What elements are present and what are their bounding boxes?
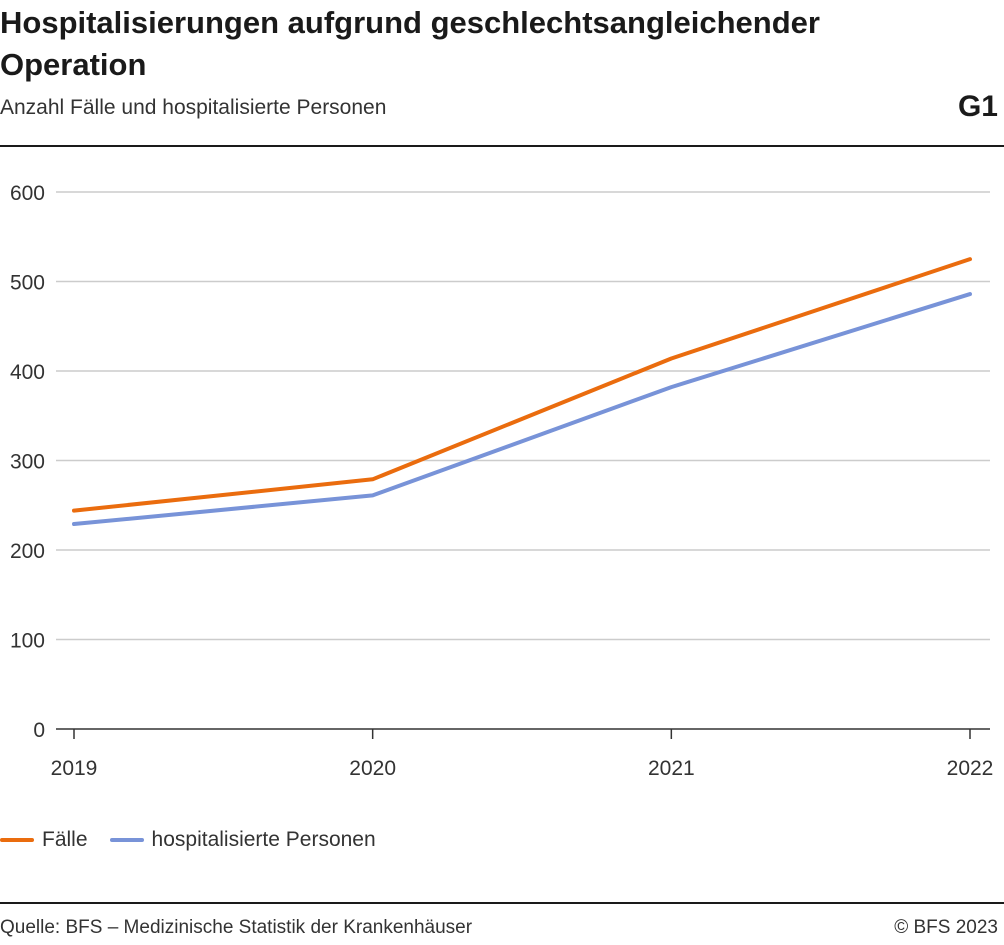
copyright-note: © BFS 2023: [894, 917, 998, 938]
chart-subtitle: Anzahl Fälle und hospitalisierte Persone…: [0, 96, 387, 119]
x-tick-label: 2022: [947, 757, 994, 780]
y-tick-label: 0: [33, 719, 45, 742]
legend-item: hospitalisierte Personen: [109, 828, 376, 852]
legend-swatch: [0, 838, 34, 842]
x-tick-label: 2021: [648, 757, 695, 780]
legend: Fälle hospitalisierte Personen: [0, 828, 398, 852]
y-tick-label: 600: [10, 182, 45, 205]
legend-label: hospitalisierte Personen: [151, 828, 376, 851]
x-tick-label: 2020: [349, 757, 396, 780]
legend-label: Fälle: [42, 828, 88, 851]
legend-item: Fälle: [0, 828, 88, 852]
legend-swatch: [109, 838, 144, 842]
x-axis: 2019 2020 2021 2022: [51, 728, 994, 780]
chart-title: Hospitalisierungen aufgrund geschlechtsa…: [0, 5, 820, 82]
y-tick-label: 200: [10, 540, 45, 563]
gridlines: [56, 191, 990, 641]
line-chart: 0 100 200 300 400 500 600 2019 2020 2021 2022: [10, 182, 994, 780]
y-tick-label: 500: [10, 272, 45, 295]
y-axis: 0 100 200 300 400 500 600: [10, 182, 45, 742]
y-tick-label: 400: [10, 361, 45, 384]
y-tick-label: 300: [10, 451, 45, 474]
header-divider: [0, 145, 1004, 147]
series-line-1: [72, 257, 972, 513]
source-note: Quelle: BFS – Medizinische Statistik der…: [0, 917, 473, 938]
series-lines: [72, 257, 972, 527]
footer-divider: [0, 902, 1004, 904]
series-line-2: [72, 292, 972, 527]
figure-id: G1: [957, 90, 998, 123]
x-tick-label: 2019: [51, 757, 98, 780]
y-tick-label: 100: [10, 630, 45, 653]
